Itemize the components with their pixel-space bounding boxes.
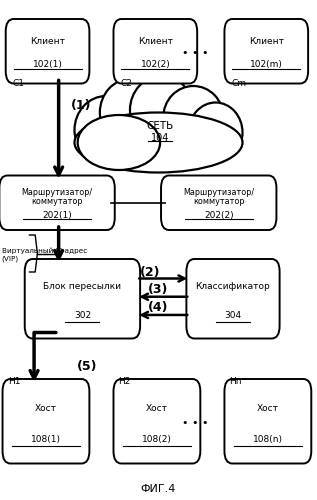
Text: 202(1): 202(1) xyxy=(42,211,72,220)
Text: 302: 302 xyxy=(74,311,91,320)
Text: Маршрутизатор/: Маршрутизатор/ xyxy=(183,188,254,197)
Text: Хост: Хост xyxy=(146,404,168,412)
Ellipse shape xyxy=(100,78,163,146)
Text: Хост: Хост xyxy=(257,404,279,412)
FancyBboxPatch shape xyxy=(113,379,200,464)
Text: Блок пересылки: Блок пересылки xyxy=(43,282,121,291)
Text: C2: C2 xyxy=(120,80,132,88)
Text: 102(1): 102(1) xyxy=(33,60,62,69)
Ellipse shape xyxy=(78,115,160,170)
FancyBboxPatch shape xyxy=(3,379,89,464)
FancyBboxPatch shape xyxy=(113,19,197,84)
Text: Классификатор: Классификатор xyxy=(196,282,270,291)
Text: ФИГ.4: ФИГ.4 xyxy=(141,484,176,494)
FancyBboxPatch shape xyxy=(224,379,311,464)
Text: (5): (5) xyxy=(77,360,97,373)
Text: коммутатор: коммутатор xyxy=(193,198,244,206)
Text: • • •: • • • xyxy=(182,48,208,58)
Text: (3): (3) xyxy=(148,282,169,296)
FancyBboxPatch shape xyxy=(224,19,308,84)
Text: H2: H2 xyxy=(118,376,130,386)
Text: 108(1): 108(1) xyxy=(31,435,61,444)
Text: коммутатор: коммутатор xyxy=(31,198,83,206)
FancyBboxPatch shape xyxy=(186,259,280,338)
Text: H1: H1 xyxy=(8,376,20,386)
Text: Cm: Cm xyxy=(231,80,246,88)
Text: Виртуальный IP-адрес
(VIP): Виртуальный IP-адрес (VIP) xyxy=(2,248,87,262)
Text: 104: 104 xyxy=(151,133,169,143)
Text: Хост: Хост xyxy=(35,404,57,412)
Text: СЕТЬ: СЕТЬ xyxy=(146,121,174,131)
Text: (4): (4) xyxy=(148,301,169,314)
Text: 108(2): 108(2) xyxy=(142,435,172,444)
Text: 102(m): 102(m) xyxy=(250,60,283,69)
Text: 108(n): 108(n) xyxy=(253,435,283,444)
Ellipse shape xyxy=(189,102,243,162)
Text: C1: C1 xyxy=(13,80,25,88)
Text: (2): (2) xyxy=(140,266,161,279)
Text: 304: 304 xyxy=(224,311,242,320)
Ellipse shape xyxy=(74,96,138,164)
Text: (1): (1) xyxy=(71,98,91,112)
Text: Клиент: Клиент xyxy=(30,38,65,46)
Text: 102(2): 102(2) xyxy=(140,60,170,69)
Ellipse shape xyxy=(163,86,223,149)
Text: Hn: Hn xyxy=(229,376,241,386)
Text: Клиент: Клиент xyxy=(138,38,173,46)
FancyBboxPatch shape xyxy=(25,259,140,338)
FancyBboxPatch shape xyxy=(0,176,115,230)
Text: • • •: • • • xyxy=(182,418,208,428)
Ellipse shape xyxy=(74,112,243,172)
Text: Маршрутизатор/: Маршрутизатор/ xyxy=(22,188,93,197)
Text: 202(2): 202(2) xyxy=(204,211,234,220)
Text: Клиент: Клиент xyxy=(249,38,284,46)
Ellipse shape xyxy=(130,76,193,144)
FancyBboxPatch shape xyxy=(6,19,89,84)
FancyBboxPatch shape xyxy=(161,176,276,230)
